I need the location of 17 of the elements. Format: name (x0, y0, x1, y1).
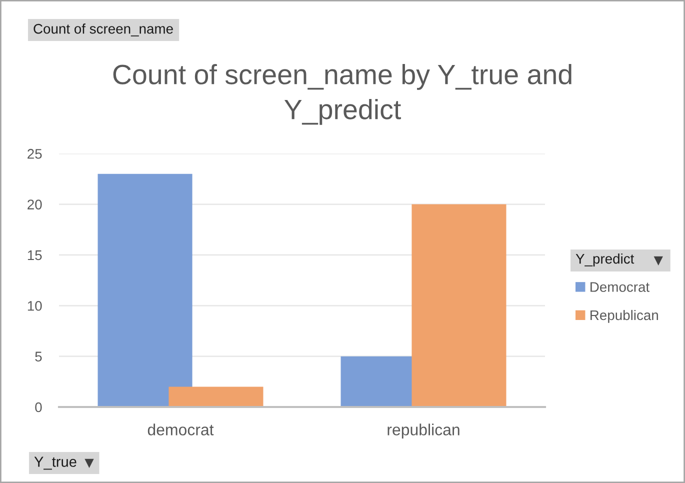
chart-title: Count of screen_name by Y_true and Y_predict (113, 64, 572, 125)
bar (412, 204, 506, 407)
y-tick-label: 20 (28, 200, 42, 210)
legend-label: Democrat (590, 282, 650, 292)
y-tick-label: 0 (35, 402, 42, 412)
bar (168, 386, 264, 407)
legend-label: Republican (590, 310, 658, 323)
text: Count of screen_name (34, 24, 173, 36)
y-tick-label: 15 (28, 250, 42, 260)
legend-title: Y_predict (576, 254, 634, 266)
x-tick-label: republican (388, 424, 460, 439)
y-tick-label: 10 (28, 300, 42, 311)
bar (98, 174, 192, 407)
x-axis-title: Y_true (34, 456, 76, 470)
y-tick-label: 5 (35, 352, 42, 362)
x-tick-label: democrat (148, 424, 214, 436)
y-tick-label: 25 (28, 148, 42, 159)
